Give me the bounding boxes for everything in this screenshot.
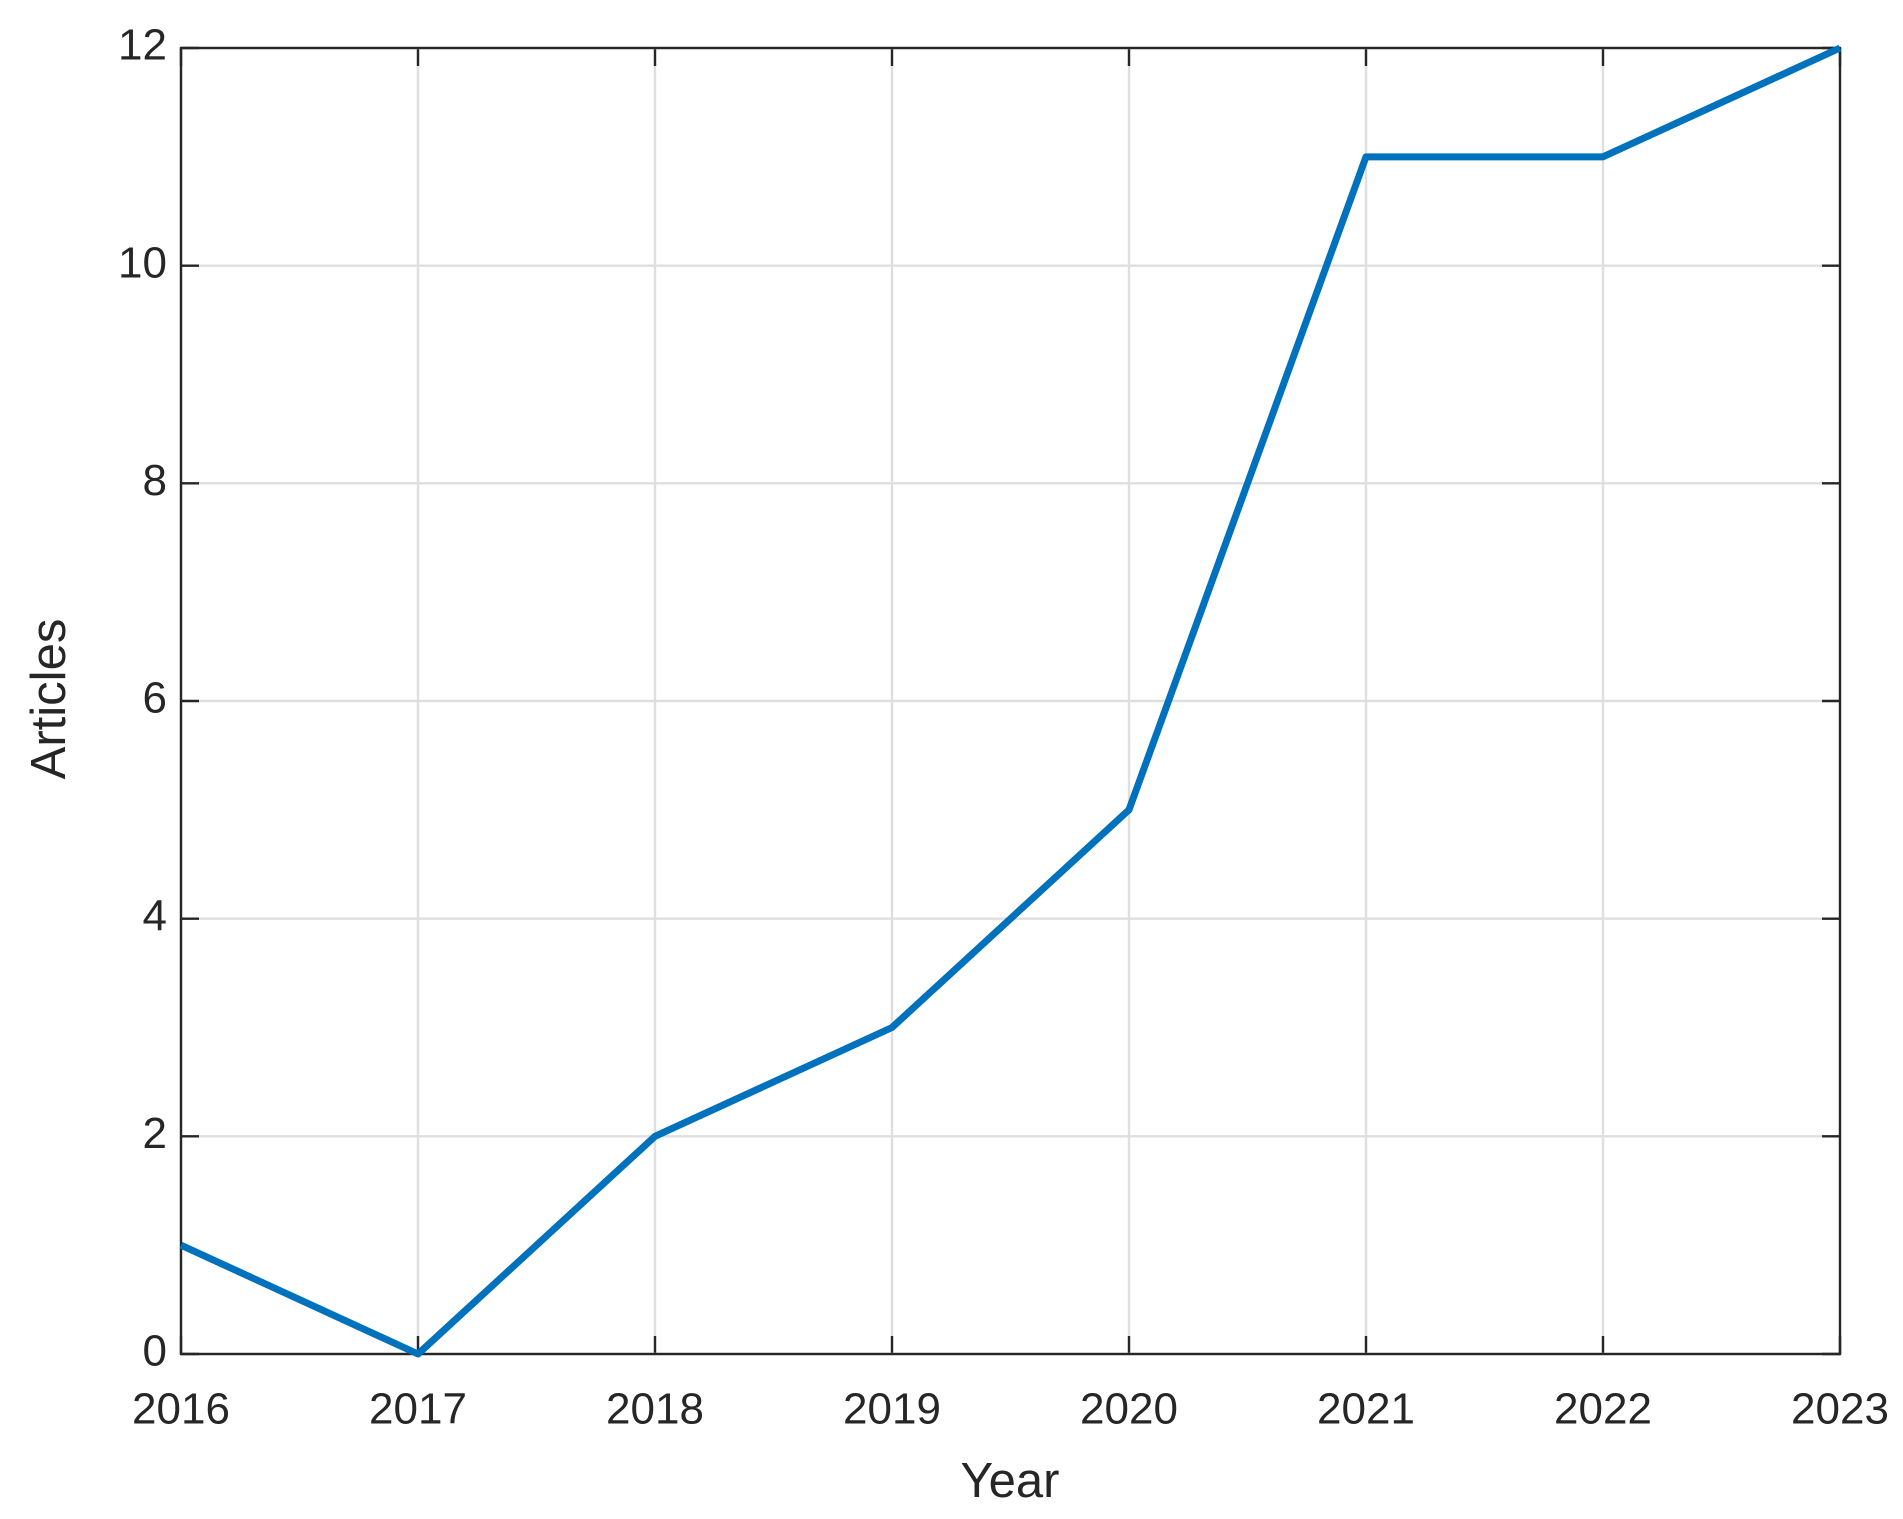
y-tick-label: 10 (118, 238, 167, 287)
y-tick-label: 0 (143, 1327, 167, 1376)
x-tick-label: 2020 (1080, 1385, 1178, 1434)
y-tick-label: 6 (143, 674, 167, 723)
y-tick-label: 8 (143, 456, 167, 505)
x-tick-label: 2022 (1554, 1385, 1652, 1434)
y-tick-label: 4 (143, 891, 167, 940)
axes-box (179, 46, 1842, 1356)
y-tick-label: 2 (143, 1109, 167, 1158)
y-axis-label: Articles (22, 619, 76, 780)
x-tick-label: 2016 (132, 1385, 230, 1434)
data-line (179, 44, 1842, 1358)
x-tick-label: 2019 (843, 1385, 941, 1434)
x-tick-label: 2023 (1791, 1385, 1889, 1434)
x-axis-label: Year (960, 1454, 1059, 1508)
y-tick-label: 12 (118, 21, 167, 70)
x-tick-label: 2021 (1317, 1385, 1415, 1434)
x-tick-label: 2017 (369, 1385, 467, 1434)
x-tick-label: 2018 (606, 1385, 704, 1434)
